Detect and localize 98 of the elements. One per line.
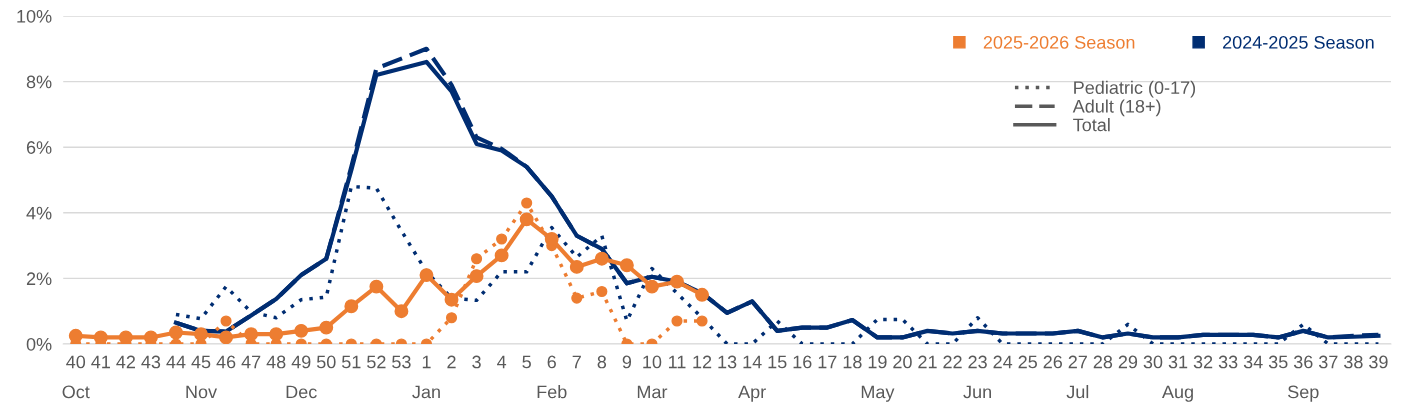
point <box>569 259 584 274</box>
x-tick-label: 52 <box>367 355 386 369</box>
x-tick-label: 16 <box>793 355 812 369</box>
x-tick-label: 1 Jan <box>412 355 440 399</box>
point <box>644 279 659 294</box>
x-tick-label: 48 <box>266 355 286 369</box>
x-tick-label: 37 <box>1318 355 1338 369</box>
annotation: Adult (18+) <box>1072 99 1161 117</box>
x-tick-label: 8 <box>597 355 607 369</box>
x-tick-label: 51 <box>342 355 361 369</box>
point <box>696 315 708 327</box>
x-tick-label: 45 Nov <box>186 355 217 399</box>
y-tick-label: 4% <box>26 206 52 220</box>
point <box>143 330 158 344</box>
point <box>571 292 583 304</box>
x-tick-label: 24 <box>993 355 1013 369</box>
point <box>294 323 309 338</box>
point <box>319 320 334 335</box>
x-tick-label: 14 Apr <box>738 355 766 402</box>
point <box>671 315 683 327</box>
x-tick-label: 47 <box>241 355 261 369</box>
point <box>494 248 509 263</box>
x-tick-label: 5 <box>522 355 531 369</box>
x-tick-label: 22 <box>943 355 962 369</box>
y-tick-label: 6% <box>26 141 52 154</box>
x-tick-label: 18 <box>843 355 862 369</box>
point <box>695 287 709 302</box>
legend-label: 2024-2025 Season <box>1223 36 1374 49</box>
point <box>220 315 232 327</box>
x-tick-label: 50 <box>316 355 336 369</box>
point <box>93 330 108 344</box>
x-tick-label: 35 <box>1268 355 1288 369</box>
x-tick-label: 46 <box>216 355 236 369</box>
x-tick-label: 38 <box>1344 355 1363 369</box>
y-tick-label: 8% <box>26 75 52 89</box>
x-tick-label: 4 <box>497 355 507 369</box>
x-tick-label: 39 <box>1369 355 1388 369</box>
x-tick-label: 26 <box>1043 355 1062 369</box>
x-tick-label: 34 <box>1243 355 1263 369</box>
x-tick-label: 17 <box>818 355 837 369</box>
x-tick-label: 41 <box>91 355 110 369</box>
x-tick-label: 11 <box>668 355 686 369</box>
point <box>344 299 359 314</box>
point <box>670 274 684 289</box>
point <box>118 330 133 344</box>
x-tick-label: 28 <box>1093 355 1113 369</box>
x-tick-label: 6 Feb <box>537 355 567 399</box>
x-tick-label: 10 Mar <box>637 355 668 399</box>
x-tick-label: 25 <box>1018 355 1037 369</box>
x-tick-label: 31 Aug <box>1161 355 1193 402</box>
x-tick-label: 32 <box>1193 355 1213 369</box>
point <box>68 328 83 343</box>
x-tick-label: 2 <box>447 355 456 369</box>
point <box>519 212 534 227</box>
point <box>619 258 634 273</box>
x-tick-label: 36 Sep <box>1288 355 1319 402</box>
point <box>369 279 384 294</box>
point <box>419 268 434 283</box>
point <box>244 327 259 342</box>
point <box>471 253 483 265</box>
point <box>169 325 183 340</box>
x-tick-label: 12 <box>693 355 712 369</box>
x-tick-label: 30 <box>1143 355 1163 369</box>
point <box>219 330 234 344</box>
annotation: Pediatric (0-17) <box>1074 80 1196 98</box>
x-tick-label: 44 <box>166 355 186 369</box>
point <box>445 312 458 324</box>
point <box>544 232 559 246</box>
point <box>394 304 409 319</box>
y-tick-label: 0% <box>26 337 52 351</box>
x-tick-label: 53 <box>392 355 411 369</box>
point <box>596 285 608 298</box>
legend-label: 2025-2026 Season <box>983 36 1135 49</box>
x-tick-label: 15 <box>768 355 787 369</box>
point <box>594 251 609 266</box>
y-tick-label: 2% <box>26 272 52 286</box>
x-tick-label: 42 <box>116 355 135 369</box>
x-tick-label: 7 <box>572 355 581 369</box>
x-tick-label: 33 <box>1218 355 1238 369</box>
point <box>521 197 533 209</box>
x-tick-label: 9 <box>622 355 632 369</box>
x-tick-label: 20 <box>893 355 912 369</box>
x-tick-label: 23 Jun <box>963 355 991 399</box>
x-tick-label: 27 Jul <box>1066 355 1089 399</box>
x-tick-label: 13 <box>718 355 737 369</box>
point <box>444 292 459 307</box>
point <box>269 327 284 342</box>
point <box>194 327 208 342</box>
x-tick-label: 49 Dec <box>286 355 317 399</box>
x-tick-label: 43 <box>141 355 161 369</box>
x-tick-label: 29 <box>1118 355 1138 369</box>
point <box>469 269 484 284</box>
x-tick-label: 21 <box>918 355 937 369</box>
x-tick-label: 40 Oct <box>62 355 90 399</box>
x-tick-label: 3 <box>472 355 481 369</box>
y-tick-label: 10% <box>17 9 52 23</box>
point <box>496 233 508 245</box>
annotation: Total <box>1073 118 1110 132</box>
